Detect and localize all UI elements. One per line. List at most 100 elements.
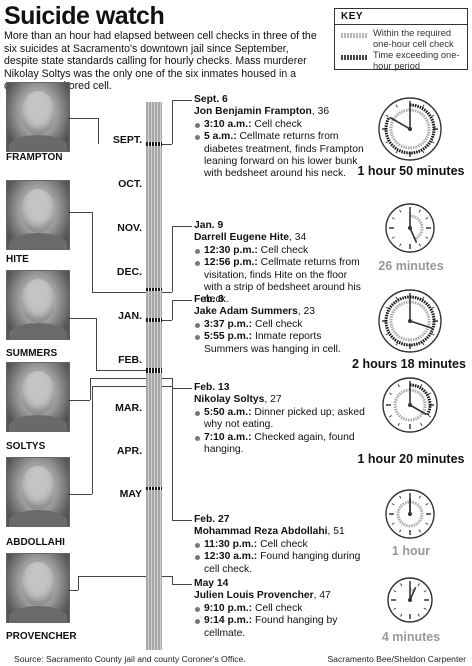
event-name: Darrell Eugene Hite: [194, 232, 289, 244]
event-entry: 5:50 a.m.: Dinner picked up; asked why n…: [194, 407, 366, 432]
inmate-photo: [6, 180, 70, 250]
event-entry: 12:56 p.m.: Cellmate returns from visita…: [194, 257, 366, 307]
event-age: 23: [303, 306, 315, 318]
clock-icon: [387, 577, 433, 623]
intro-text: More than an hour had elapsed between ce…: [4, 30, 317, 93]
connector-line: [172, 300, 192, 301]
connector-line: [172, 576, 173, 584]
photo-label: SOLTYS: [6, 441, 46, 452]
timeline-marker: [146, 368, 162, 373]
connector-line: [162, 144, 172, 145]
event-entry: 9:14 p.m.: Found hanging by cellmate.: [194, 615, 366, 640]
connector-line: [162, 320, 172, 321]
photo-label: SUMMERS: [6, 348, 58, 359]
connector-line: [172, 378, 173, 388]
key-label-within: Within the required one-hour cell check: [373, 28, 454, 49]
event-name: Julien Louis Provencher: [194, 590, 314, 602]
connector-line: [92, 386, 93, 494]
event-block: Feb. 8 Jake Adam Summers, 23 3:37 p.m.: …: [194, 294, 366, 356]
duration-label: 2 hours 18 minutes: [352, 357, 466, 371]
event-entry: 12:30 a.m.: Found hanging during cell ch…: [194, 551, 366, 576]
duration-label: 4 minutes: [381, 630, 441, 644]
connector-line: [90, 378, 91, 400]
month-label: SEPT.: [112, 134, 142, 146]
connector-line: [68, 212, 92, 213]
event-name: Nikolay Soltys: [194, 394, 265, 406]
timeline-marker: [146, 288, 162, 291]
month-label: NOV.: [117, 222, 142, 234]
event-entry: 9:10 p.m.: Cell check: [194, 603, 366, 615]
connector-line: [172, 226, 173, 292]
inmate-photo: [6, 82, 70, 152]
event-entry: 5 a.m.: Cellmate returns from diabetes t…: [194, 131, 366, 181]
connector-line: [68, 494, 92, 495]
event-age: 36: [317, 106, 330, 118]
event-age: 51: [333, 526, 345, 538]
connector-line: [162, 378, 172, 379]
connector-line: [92, 292, 146, 293]
event-block: Sept. 6 Jon Benjamin Frampton, 36 3:10 a…: [194, 94, 366, 181]
key-swatch-exceeding: [341, 55, 367, 60]
month-label: OCT.: [118, 178, 142, 190]
month-label: MAR.: [115, 402, 142, 414]
event-date: Sept. 6: [194, 94, 228, 105]
connector-line: [78, 576, 79, 590]
connector-line: [172, 226, 192, 227]
month-label: DEC.: [116, 266, 142, 278]
event-date: Feb. 8: [194, 294, 224, 305]
inmate-photo: [6, 270, 70, 340]
event-date: Jan. 9: [194, 220, 224, 231]
duration-label: 1 hour: [391, 544, 431, 558]
connector-line: [90, 378, 146, 379]
key-box: KEY Within the required one-hour cell ch…: [334, 8, 468, 71]
source-note: Source: Sacramento County jail and count…: [14, 654, 246, 664]
clock-icon: [378, 97, 442, 161]
clock-icon: [385, 489, 435, 539]
connector-line: [172, 300, 173, 320]
inmate-photo: [6, 362, 70, 432]
event-entry: 12:30 p.m.: Cell check: [194, 245, 366, 257]
connector-line: [172, 100, 192, 101]
connector-line: [162, 576, 172, 577]
connector-line: [172, 100, 173, 144]
event-entry: 5:55 p.m.: Inmate reports Summers was ha…: [194, 331, 366, 356]
event-age: 27: [270, 394, 282, 406]
connector-line: [68, 118, 98, 119]
inmate-photo: [6, 553, 70, 623]
connector-line: [68, 590, 78, 591]
month-label: FEB.: [118, 354, 142, 366]
key-title: KEY: [341, 11, 364, 22]
connector-line: [68, 318, 96, 319]
page-title: Suicide watch: [4, 2, 165, 30]
connector-line: [172, 386, 173, 520]
photo-label: HITE: [6, 254, 29, 265]
duration-label: 1 hour 20 minutes: [357, 452, 465, 466]
connector-line: [68, 400, 90, 401]
connector-line: [172, 584, 192, 585]
event-date: May 14: [194, 578, 229, 589]
event-block: Jan. 9 Darrell Eugene Hite, 34 12:30 p.m…: [194, 220, 366, 307]
timeline-marker: [146, 318, 162, 322]
event-entry: 3:10 a.m.: Cell check: [194, 119, 366, 131]
event-entry: 7:10 a.m.: Checked again, found hanging.: [194, 432, 366, 457]
event-block: Feb. 27 Mohammad Reza Abdollahi, 51 11:3…: [194, 514, 366, 576]
event-name: Jon Benjamin Frampton: [194, 106, 312, 118]
event-entry: 3:37 p.m.: Cell check: [194, 319, 366, 331]
connector-line: [78, 576, 146, 577]
key-swatch-within: [341, 33, 367, 38]
event-entry: 11:30 p.m.: Cell check: [194, 539, 366, 551]
connector-line: [92, 212, 93, 292]
event-block: May 14 Julien Louis Provencher, 47 9:10 …: [194, 578, 366, 640]
connector-line: [96, 318, 97, 370]
event-date: Feb. 27: [194, 514, 230, 525]
clock-icon: [385, 203, 435, 253]
clock-icon: [378, 289, 442, 353]
timeline-marker: [146, 142, 162, 146]
timeline-marker: [146, 487, 162, 490]
month-label: APR.: [116, 445, 142, 457]
connector-line: [92, 386, 146, 387]
event-age: 47: [319, 590, 331, 602]
connector-line: [172, 520, 192, 521]
photo-label: PROVENCHER: [6, 631, 77, 642]
duration-label: 26 minutes: [378, 259, 444, 273]
